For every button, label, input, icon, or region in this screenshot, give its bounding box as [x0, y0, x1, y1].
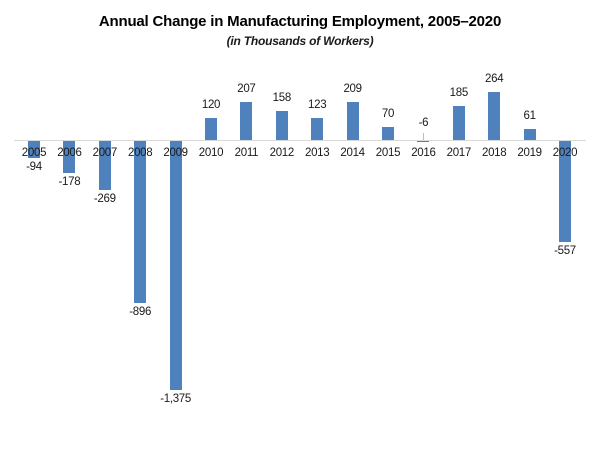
bar-value-label: 123	[308, 99, 327, 111]
bar-value-label: 264	[485, 73, 504, 85]
leader-line	[423, 133, 425, 140]
year-label: 2010	[198, 147, 224, 159]
bar-2019	[523, 129, 536, 140]
bar-value-label: 209	[343, 83, 362, 95]
bar-value-label: -896	[129, 306, 152, 318]
year-label: 2009	[163, 147, 188, 159]
bar-value-label: 185	[449, 87, 469, 99]
year-label: 2012	[269, 147, 295, 159]
bar-value-label: -94	[26, 161, 42, 173]
chart-title: Annual Change in Manufacturing Employmen…	[98, 13, 502, 30]
year-label: 2020	[552, 147, 578, 159]
bar-value-label: -269	[93, 193, 116, 205]
bar-2020	[559, 141, 571, 242]
bar-value-label: 158	[272, 92, 292, 104]
bar-value-label: 61	[523, 110, 536, 122]
bar-value-label: -1,375	[160, 393, 191, 405]
year-label: 2018	[481, 147, 507, 159]
year-label: 2016	[411, 147, 436, 159]
bar-value-label: -178	[58, 176, 81, 188]
bar-value-label: 120	[201, 99, 221, 111]
bar-value-label: -557	[554, 245, 576, 257]
bar-2014	[346, 102, 359, 140]
bar-value-label: 70	[381, 108, 395, 120]
bar-2011	[240, 102, 253, 140]
year-label: 2014	[340, 147, 365, 159]
bar-2016	[417, 141, 430, 142]
bar-2015	[382, 127, 394, 140]
year-label: 2017	[446, 147, 472, 159]
bar-2006	[63, 141, 76, 173]
year-label: 2019	[517, 147, 542, 159]
x-axis-line	[14, 140, 586, 141]
year-label: 2005	[21, 147, 47, 159]
year-label: 2013	[304, 147, 330, 159]
year-label: 2007	[92, 147, 118, 159]
year-label: 2015	[375, 147, 401, 159]
bar-2012	[275, 111, 288, 140]
bar-2017	[452, 106, 465, 140]
year-label: 2008	[127, 147, 153, 159]
bar-2013	[311, 118, 324, 140]
chart-subtitle: (in Thousands of Workers)	[226, 34, 374, 48]
chart-header: Annual Change in Manufacturing Employmen…	[0, 12, 600, 49]
bar-2009	[169, 141, 182, 390]
bar-2005	[28, 141, 40, 158]
bar-value-label: -6	[418, 117, 429, 129]
bar-2018	[488, 92, 501, 140]
bar-2008	[134, 141, 147, 303]
year-label: 2006	[57, 147, 82, 159]
bar-2007	[98, 141, 111, 190]
bar-2010	[205, 118, 217, 140]
bar-value-label: 207	[237, 83, 256, 95]
year-label: 2011	[234, 147, 259, 159]
